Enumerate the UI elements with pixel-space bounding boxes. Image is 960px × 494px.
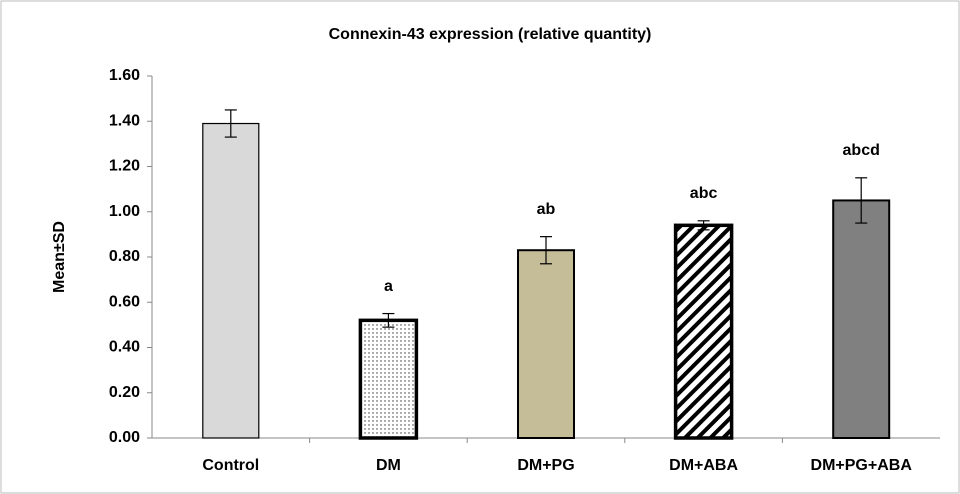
y-tick-label: 0.60 [109, 293, 140, 310]
y-tick-label: 1.00 [109, 203, 140, 220]
bar [358, 318, 419, 440]
y-tick-label: 0.20 [109, 384, 140, 401]
bar [673, 223, 734, 440]
chart-title: Connexin-43 expression (relative quantit… [329, 26, 652, 43]
bar [517, 249, 575, 439]
annotation: ab [537, 201, 556, 218]
y-tick-label: 0.00 [109, 429, 140, 446]
y-tick-label: 1.40 [109, 112, 140, 129]
y-tick-label: 1.60 [109, 67, 140, 84]
x-tick-label: DM+PG [517, 457, 574, 474]
y-tick-label: 1.20 [109, 158, 140, 175]
y-tick-label: 0.40 [109, 339, 140, 356]
annotation: abcd [843, 142, 880, 159]
annotation: abc [690, 185, 718, 202]
annotation: a [384, 278, 393, 295]
x-tick-label: DM+PG+ABA [811, 457, 913, 474]
bar [832, 199, 891, 439]
y-axis-label: Mean±SD [51, 221, 68, 293]
x-tick-label: Control [202, 457, 259, 474]
y-tick-label: 0.80 [109, 248, 140, 265]
x-tick-label: DM+ABA [669, 457, 738, 474]
bar [202, 122, 260, 439]
x-tick-label: DM [376, 457, 401, 474]
